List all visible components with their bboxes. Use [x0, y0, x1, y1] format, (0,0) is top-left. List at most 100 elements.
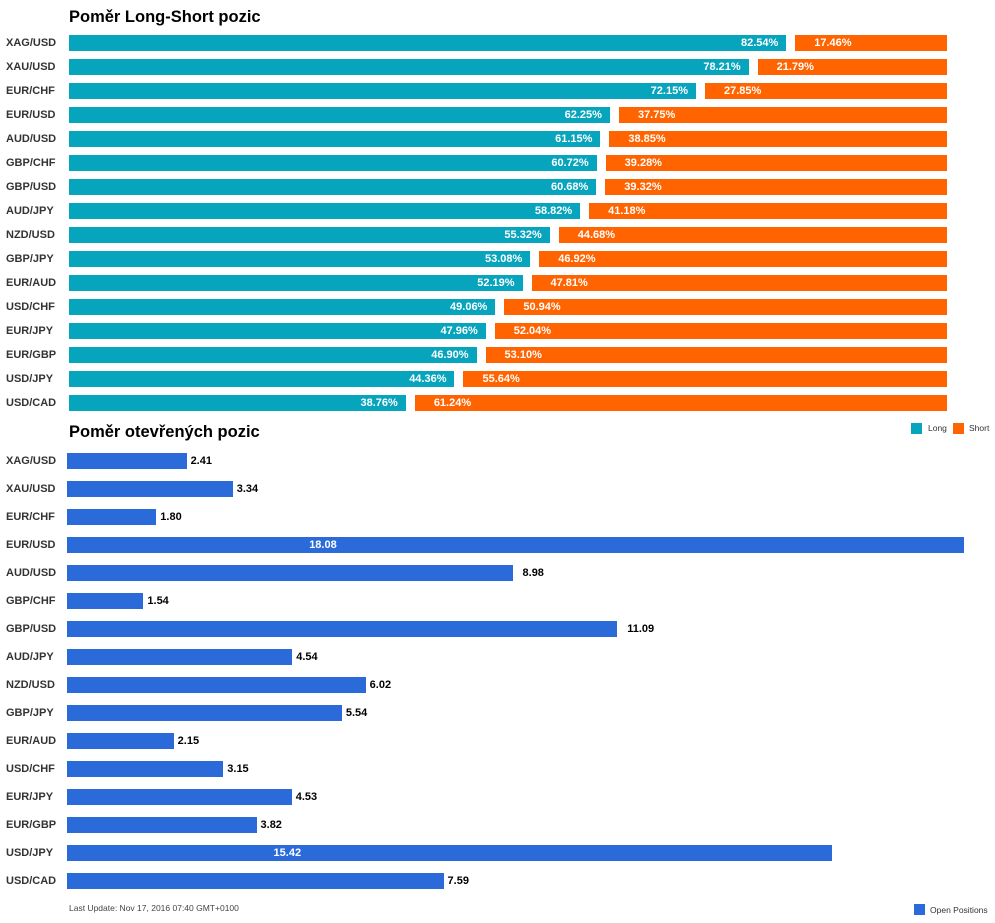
short-value-label: 61.24%	[433, 397, 472, 409]
legend-long-label: Long	[928, 423, 947, 433]
category-label: AUD/USD	[6, 133, 57, 145]
open-positions-bar	[67, 817, 257, 833]
open-positions-value-label: 18.08	[309, 539, 337, 551]
short-value-label: 50.94%	[523, 301, 561, 313]
long-bar	[69, 35, 787, 51]
short-value-label: 27.85%	[723, 85, 762, 97]
long-value-label: 72.15%	[650, 85, 688, 97]
long-bar	[69, 131, 601, 147]
category-label: EUR/GBP	[6, 349, 57, 361]
long-short-chart-title: Poměr Long-Short pozic	[69, 8, 261, 26]
short-value-label: 21.79%	[776, 61, 814, 73]
category-label: USD/CHF	[6, 763, 55, 775]
short-bar	[531, 275, 947, 291]
short-bar	[757, 59, 947, 75]
open-positions-value-label: 11.09	[627, 623, 655, 635]
long-bar	[69, 83, 696, 99]
open-positions-value-label: 3.34	[236, 483, 259, 495]
long-value-label: 52.19%	[477, 277, 515, 289]
open-positions-value-label: 3.82	[260, 819, 282, 831]
open-positions-value-label: 2.15	[177, 735, 200, 747]
open-positions-value-label: 6.02	[369, 679, 392, 691]
long-bar	[69, 251, 531, 267]
short-value-label: 53.10%	[504, 349, 542, 361]
open-positions-value-label: 3.15	[227, 763, 249, 775]
category-label: GBP/JPY	[6, 707, 54, 719]
category-label: USD/JPY	[6, 847, 54, 859]
open-positions-bar	[67, 593, 144, 609]
category-label: XAG/USD	[6, 455, 57, 467]
open-positions-value-label: 1.54	[147, 595, 169, 607]
category-label: XAU/USD	[6, 483, 56, 495]
short-bar	[539, 251, 947, 267]
category-label: AUD/USD	[6, 567, 57, 579]
category-label: EUR/AUD	[6, 277, 57, 289]
long-bar	[69, 299, 496, 315]
category-label: GBP/USD	[6, 623, 57, 635]
legend-open-positions-label: Open Positions	[930, 905, 988, 915]
short-bar	[609, 131, 947, 147]
long-value-label: 49.06%	[450, 301, 488, 313]
open-positions-value-label: 1.80	[160, 511, 182, 523]
category-label: NZD/USD	[6, 229, 55, 241]
short-value-label: 39.28%	[624, 157, 662, 169]
open-positions-bar	[67, 453, 187, 469]
long-value-label: 47.96%	[440, 325, 478, 337]
open-positions-bar	[67, 845, 833, 861]
open-positions-chart-title: Poměr otevřených pozic	[69, 423, 260, 441]
category-label: USD/CHF	[6, 301, 55, 313]
short-value-label: 46.92%	[558, 253, 596, 265]
long-bar	[69, 227, 550, 243]
open-positions-bar	[67, 565, 513, 581]
category-label: EUR/CHF	[6, 85, 55, 97]
open-positions-bar	[67, 761, 224, 777]
short-bar	[463, 371, 947, 387]
open-positions-value-label: 5.54	[345, 707, 368, 719]
category-label: EUR/USD	[6, 539, 56, 551]
short-bar	[605, 179, 947, 195]
long-bar	[69, 371, 455, 387]
category-label: EUR/JPY	[6, 325, 54, 337]
open-positions-bar	[67, 481, 233, 497]
short-bar	[485, 347, 947, 363]
short-bar	[414, 395, 947, 411]
category-label: EUR/CHF	[6, 511, 55, 523]
open-positions-bar	[67, 537, 964, 553]
long-value-label: 82.54%	[740, 37, 779, 49]
category-label: GBP/CHF	[6, 595, 56, 607]
last-update-note: Last Update: Nov 17, 2016 07:40 GMT+0100	[69, 903, 239, 913]
category-label: AUD/JPY	[6, 205, 54, 217]
open-positions-bar	[67, 705, 342, 721]
long-bar	[69, 347, 477, 363]
long-value-label: 58.82%	[534, 205, 573, 217]
category-label: XAU/USD	[6, 61, 56, 73]
category-label: USD/CAD	[6, 397, 57, 409]
short-bar	[618, 107, 947, 123]
short-bar	[494, 323, 947, 339]
short-value-label: 52.04%	[513, 325, 552, 337]
long-value-label: 60.72%	[551, 157, 589, 169]
category-label: AUD/JPY	[6, 651, 54, 663]
long-value-label: 60.68%	[551, 181, 589, 193]
category-label: EUR/AUD	[6, 735, 57, 747]
long-value-label: 78.21%	[703, 61, 741, 73]
short-value-label: 39.32%	[624, 181, 662, 193]
short-value-label: 55.64%	[482, 373, 520, 385]
short-value-label: 38.85%	[628, 133, 666, 145]
short-bar	[589, 203, 947, 219]
open-positions-bar	[67, 649, 293, 665]
open-positions-value-label: 4.53	[295, 791, 318, 803]
category-label: EUR/JPY	[6, 791, 54, 803]
category-label: NZD/USD	[6, 679, 55, 691]
short-bar	[504, 299, 947, 315]
long-bar	[69, 59, 749, 75]
category-label: XAG/USD	[6, 37, 57, 49]
long-bar	[69, 323, 486, 339]
long-value-label: 61.15%	[555, 133, 593, 145]
long-value-label: 44.36%	[409, 373, 447, 385]
long-value-label: 53.08%	[484, 253, 523, 265]
category-label: USD/JPY	[6, 373, 54, 385]
category-label: EUR/GBP	[6, 819, 57, 831]
short-value-label: 37.75%	[637, 109, 676, 121]
open-positions-bar	[67, 873, 444, 889]
